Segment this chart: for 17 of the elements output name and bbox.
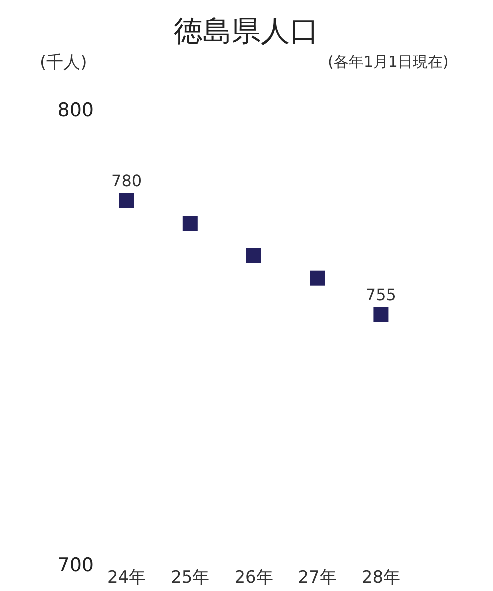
- x-tick-label: 24年: [107, 568, 146, 588]
- chart-title: 徳島県人口: [174, 14, 319, 48]
- point: [310, 270, 326, 286]
- point: [182, 216, 198, 232]
- y-tick-label: 800: [58, 100, 94, 122]
- data-label: 755: [366, 285, 396, 304]
- point: [119, 194, 134, 208]
- y-tick-label: 700: [58, 554, 94, 577]
- point: [246, 248, 262, 264]
- x-tick-label: 25年: [171, 568, 210, 588]
- data-label: 780: [112, 172, 142, 191]
- x-tick-label: 26年: [234, 568, 274, 588]
- point: [374, 307, 389, 322]
- x-tick-label: 28年: [362, 568, 401, 588]
- chart-subtitle: (各年1月1日現在): [328, 53, 449, 71]
- y-axis-title: (千人): [40, 53, 88, 73]
- x-tick-label: 27年: [298, 568, 337, 588]
